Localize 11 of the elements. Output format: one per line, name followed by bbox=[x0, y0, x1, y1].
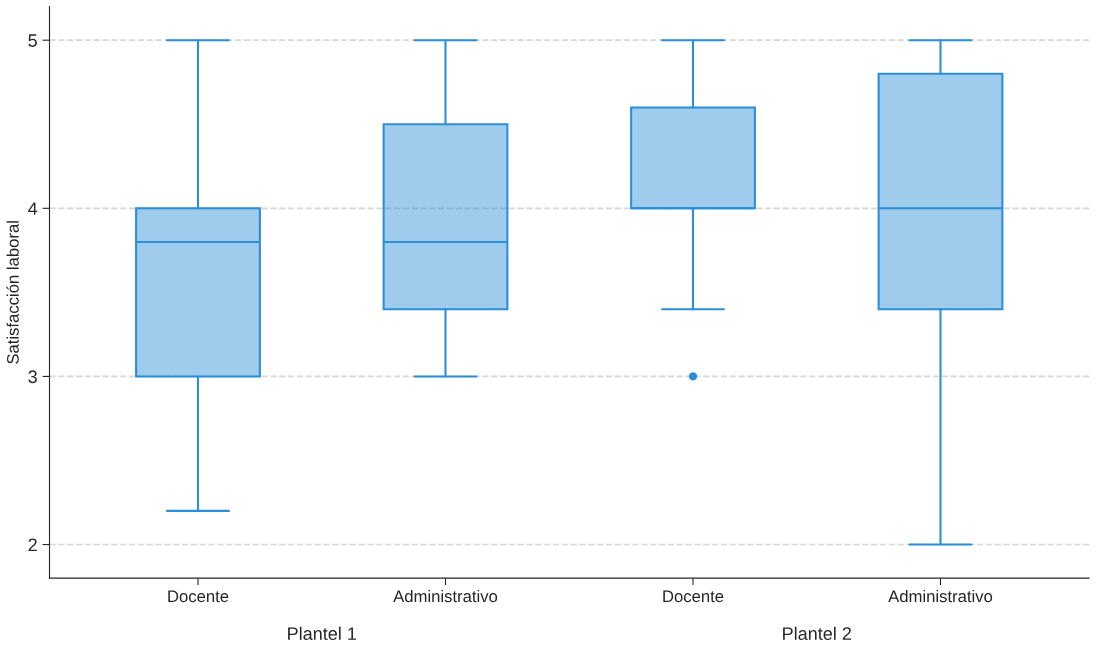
x-tick-label: Administrativo bbox=[393, 589, 498, 603]
y-axis-title: Satisfacción laboral bbox=[6, 221, 19, 364]
y-tick-label: 4 bbox=[28, 202, 38, 215]
y-tick-label: 5 bbox=[28, 34, 37, 47]
y-tick-label: 2 bbox=[28, 538, 37, 552]
text: Plantel 2 bbox=[783, 626, 851, 641]
text: Plantel 1 bbox=[288, 626, 356, 641]
x-tick-label: Administrativo bbox=[888, 589, 993, 603]
x-tick-label: Docente bbox=[168, 590, 229, 603]
y-tick-label: 3 bbox=[28, 370, 37, 384]
x-tick-label: Docente bbox=[663, 590, 724, 603]
